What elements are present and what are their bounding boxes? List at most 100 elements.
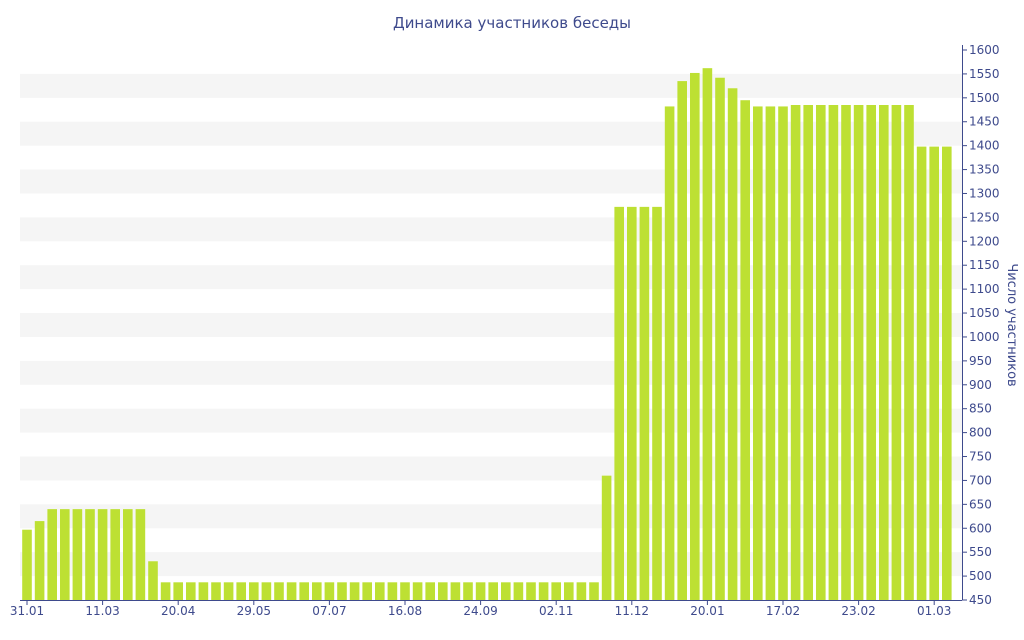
- chart-title: Динамика участников беседы: [393, 14, 631, 32]
- x-tick-label: 31.01: [10, 604, 44, 618]
- y-tick-label: 650: [969, 497, 992, 511]
- bar: [778, 106, 788, 600]
- bar: [186, 582, 196, 600]
- bar: [702, 68, 713, 601]
- grid-band: [20, 169, 962, 194]
- bar: [589, 582, 599, 600]
- y-tick-label: 1250: [969, 210, 1000, 224]
- bar: [249, 582, 259, 600]
- bar: [72, 509, 83, 600]
- grid-bands: [20, 73, 962, 577]
- bar: [324, 582, 335, 600]
- y-axis-label: Число участников: [1004, 263, 1019, 386]
- bar: [513, 582, 524, 600]
- bar: [551, 582, 561, 600]
- grid-band: [20, 456, 962, 481]
- x-tick-label: 07.07: [312, 604, 346, 618]
- bar: [85, 509, 95, 600]
- bar: [942, 146, 952, 600]
- bar: [60, 509, 70, 600]
- bar: [22, 529, 32, 600]
- grid-band: [20, 121, 962, 146]
- grid-band: [20, 360, 962, 385]
- y-tick-label: 600: [969, 521, 992, 535]
- bar: [475, 582, 486, 600]
- bar: [274, 582, 284, 600]
- x-tick-label: 29.05: [237, 604, 271, 618]
- y-tick-label: 1550: [969, 67, 1000, 81]
- x-tick-label: 01.03: [917, 604, 951, 618]
- bar: [47, 509, 57, 600]
- bar: [34, 521, 45, 600]
- bar: [173, 582, 183, 600]
- bar: [740, 100, 750, 600]
- bar: [904, 105, 914, 600]
- bar: [538, 582, 549, 600]
- bar: [614, 206, 624, 600]
- grid-band: [20, 552, 962, 577]
- grid-band: [20, 408, 962, 433]
- y-tick-label: 900: [969, 378, 992, 392]
- bar: [337, 582, 347, 600]
- y-tick-label: 1100: [969, 282, 1000, 296]
- bar: [929, 146, 939, 600]
- x-tick-label: 24.09: [463, 604, 497, 618]
- bar: [576, 582, 587, 600]
- x-tick-label: 11.12: [615, 604, 649, 618]
- bar: [841, 105, 851, 600]
- bar: [601, 475, 612, 600]
- y-tick-label: 1200: [969, 234, 1000, 248]
- y-tick-label: 1600: [969, 43, 1000, 57]
- bar: [261, 582, 272, 600]
- y-tick-label: 500: [969, 569, 992, 583]
- bar: [664, 106, 675, 600]
- bar: [286, 582, 297, 600]
- bar: [879, 105, 889, 600]
- y-tick-label: 550: [969, 545, 992, 559]
- bar: [362, 582, 372, 600]
- grid-band: [20, 504, 962, 529]
- x-axis: 31.01 11.03 20.04 29.05 07.07 16.08 24.09 02.11…: [10, 600, 962, 618]
- bar: [753, 106, 763, 600]
- bar: [463, 582, 473, 600]
- bar: [891, 105, 902, 600]
- bar: [123, 509, 133, 600]
- grid-band: [20, 73, 962, 98]
- bar: [501, 582, 511, 600]
- bar: [160, 582, 171, 600]
- y-tick-label: 1050: [969, 306, 1000, 320]
- y-tick-label: 1150: [969, 258, 1000, 272]
- bar: [790, 105, 801, 600]
- grid-band: [20, 265, 962, 290]
- bars: [22, 68, 952, 601]
- bar: [677, 81, 687, 600]
- x-tick-label: 17.02: [766, 604, 800, 618]
- y-tick-label: 1400: [969, 139, 1000, 153]
- bar: [916, 146, 927, 600]
- bar: [312, 582, 322, 600]
- x-tick-label: 20.01: [690, 604, 724, 618]
- bar: [97, 509, 108, 600]
- bar: [349, 582, 360, 600]
- bar: [148, 561, 158, 600]
- grid-band: [20, 217, 962, 242]
- bar: [488, 582, 498, 600]
- bar: [727, 88, 738, 601]
- bar: [765, 106, 776, 600]
- y-tick-label: 1300: [969, 186, 1000, 200]
- bar: [135, 509, 146, 600]
- bar: [639, 206, 650, 600]
- y-tick-label: 1000: [969, 330, 1000, 344]
- bar: [400, 582, 410, 600]
- bar: [198, 582, 209, 600]
- y-tick-label: 1450: [969, 115, 1000, 129]
- y-tick-label: 750: [969, 450, 992, 464]
- bar: [223, 582, 234, 600]
- x-tick-label: 02.11: [539, 604, 573, 618]
- bar: [690, 72, 700, 600]
- y-tick-label: 450: [969, 593, 992, 607]
- bar: [299, 582, 309, 600]
- bar: [803, 105, 813, 600]
